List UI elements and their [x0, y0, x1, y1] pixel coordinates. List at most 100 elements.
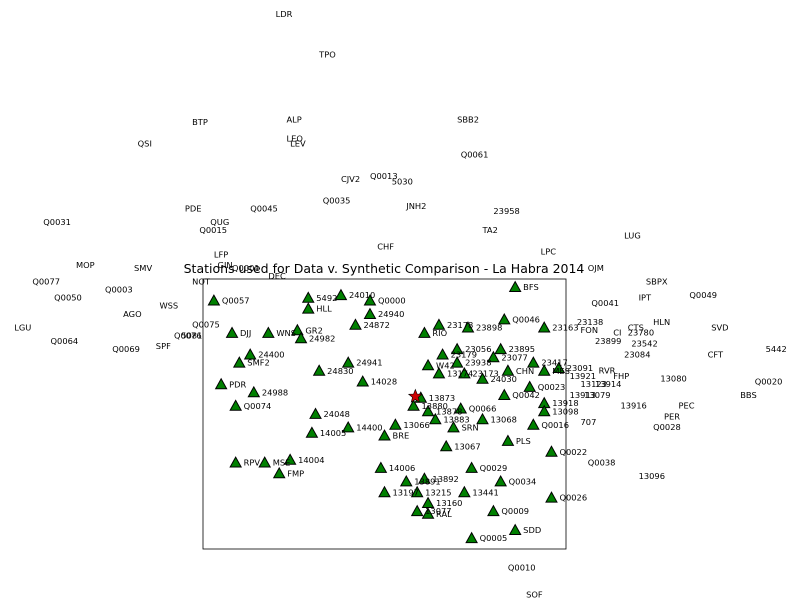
station-label: Q0069: [112, 344, 140, 354]
station-label: 13441: [472, 487, 498, 497]
station-label: 13883: [443, 414, 469, 424]
station-marker: [526, 356, 540, 368]
station-label: GIN: [218, 260, 233, 270]
station-label: 23780: [628, 328, 654, 338]
station-label: 13160: [436, 498, 462, 508]
station-marker: [261, 326, 275, 338]
station-marker: [537, 321, 551, 333]
station-marker: [349, 318, 362, 330]
station-label: 13921: [570, 371, 596, 381]
station-marker: [229, 399, 243, 411]
station-label: 13098: [552, 406, 578, 416]
station-label: 13080: [660, 374, 686, 384]
station-label: JNH2: [405, 201, 426, 211]
station-label: Q0026: [559, 493, 587, 503]
station-label: Q0005: [480, 533, 508, 543]
station-marker: [537, 404, 551, 417]
station-label: 23178: [447, 320, 473, 330]
station-label: Q0041: [591, 298, 619, 308]
station-marker: [461, 321, 475, 333]
station-label: 24048: [324, 409, 350, 419]
station-marker: [458, 366, 471, 379]
station-label: Q0064: [51, 336, 79, 346]
station-label: LFP: [214, 249, 228, 259]
station-marker: [497, 312, 511, 325]
station-label: Q0028: [653, 422, 681, 432]
station-label: 23084: [624, 349, 650, 359]
station-marker: [378, 485, 391, 498]
station-label: 24941: [356, 358, 382, 368]
station-marker: [421, 404, 435, 417]
station-label: Q0074: [244, 401, 272, 411]
station-label: Q0023: [538, 382, 566, 392]
station-marker: [341, 356, 355, 368]
station-label: 14006: [389, 463, 415, 473]
station-label: 5492: [316, 293, 337, 303]
station-label: 14400: [356, 423, 382, 433]
station-marker: [552, 361, 566, 373]
station-marker: [432, 318, 446, 330]
station-marker: [494, 474, 508, 487]
station-marker: [458, 485, 471, 498]
station-label: CHN: [516, 366, 534, 376]
station-label: Q0000: [378, 296, 406, 306]
station-marker: [421, 358, 435, 371]
station-label: Q0038: [588, 457, 616, 467]
station-label: SBPX: [646, 276, 668, 286]
station-label: Q0020: [755, 376, 783, 386]
station-label: 23091: [567, 363, 593, 373]
station-label: PDE: [185, 204, 202, 214]
station-marker: [454, 402, 468, 414]
station-label: PEC: [679, 401, 695, 411]
station-label: QUG: [210, 217, 229, 227]
station-label: 14028: [371, 377, 397, 387]
station-label: SVD: [711, 322, 728, 332]
station-marker: [291, 323, 304, 336]
station-label: 13914: [595, 379, 621, 389]
station-label: QSI: [138, 139, 152, 149]
station-marker: [410, 504, 424, 517]
station-label: RAL: [436, 509, 452, 519]
station-label: CJV2: [341, 174, 360, 184]
station-marker: [508, 280, 522, 292]
station-label: 13891: [414, 477, 440, 487]
station-label: 14004: [298, 455, 324, 465]
station-label: SMF2: [247, 358, 269, 368]
station-label: 23542: [631, 339, 657, 349]
station-label: 23938: [465, 358, 491, 368]
station-marker: [432, 366, 446, 379]
station-label: 24010: [349, 290, 375, 300]
station-label: Q0022: [559, 447, 587, 457]
station-label: Q0034: [509, 477, 537, 487]
station-label: 24830: [327, 366, 353, 376]
station-label: SRN: [461, 423, 478, 433]
station-label: Q0001: [232, 263, 260, 273]
station-label: FON: [581, 325, 599, 335]
station-marker: [526, 418, 540, 430]
station-label: 13123: [581, 379, 607, 389]
station-marker: [301, 302, 315, 314]
station-label: 13067: [454, 441, 480, 451]
station-label: BTP: [192, 117, 208, 127]
station-label: DEC: [268, 271, 286, 281]
station-label: Q0035: [323, 195, 351, 205]
station-marker: [545, 491, 558, 503]
station-marker: [418, 472, 431, 484]
station-label: FMP: [287, 468, 304, 478]
station-label: Q0010: [508, 563, 536, 573]
station-label: ALP: [286, 114, 301, 124]
station-label: CHF: [377, 241, 394, 251]
station-label: PER: [664, 411, 680, 421]
station-label: Q0057: [222, 296, 250, 306]
station-label: NOT: [192, 276, 211, 286]
station-label: 23417: [541, 358, 567, 368]
station-label: 23899: [595, 336, 621, 346]
station-label: MOP: [76, 260, 95, 270]
station-marker: [501, 364, 515, 376]
station-marker: [487, 350, 500, 363]
station-label: 13079: [584, 390, 610, 400]
station-label: CI: [613, 328, 621, 338]
station-label: 13878: [436, 406, 462, 416]
station-label: 13174: [447, 369, 473, 379]
